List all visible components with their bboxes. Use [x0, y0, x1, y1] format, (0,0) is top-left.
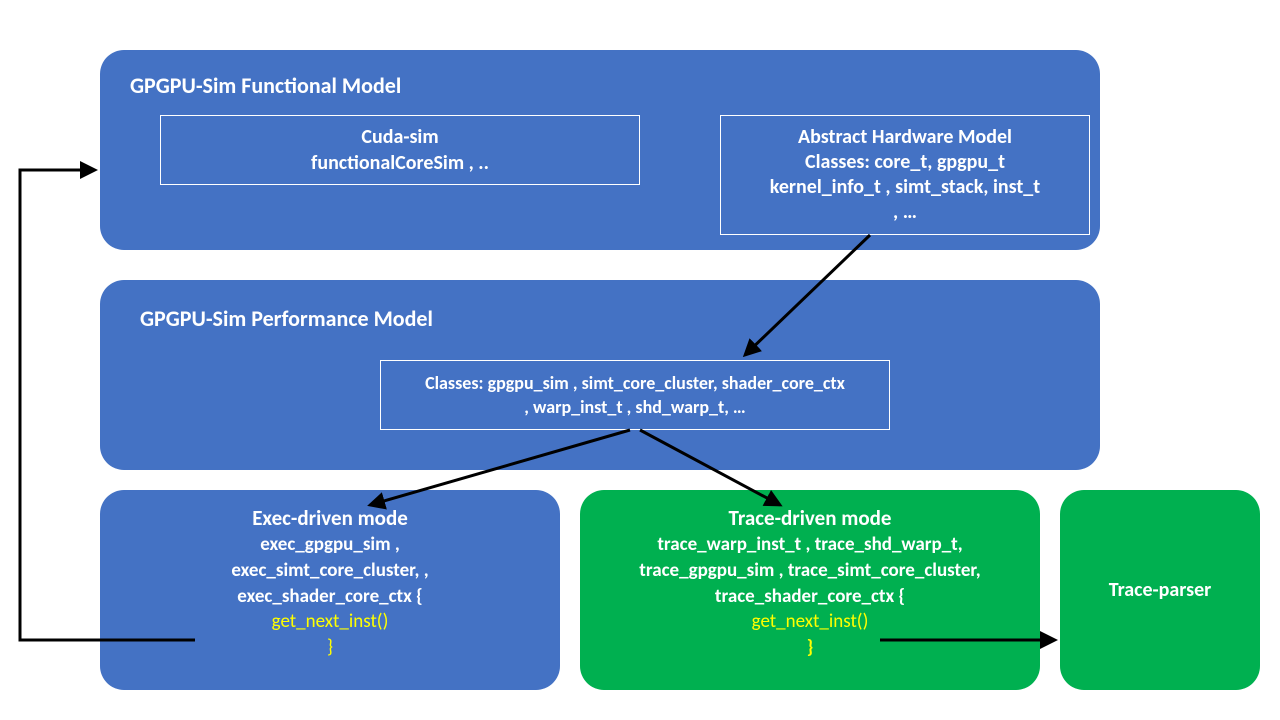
perf-classes-line-1: Classes: gpgpu_sim , simt_core_cluster, … — [425, 371, 845, 395]
abstract-hw-line-2: kernel_info_t , simt_stack, inst_t — [770, 175, 1040, 200]
trace-mode-line-2: trace_gpgpu_sim , trace_simt_core_cluste… — [580, 558, 1040, 584]
trace-parser-label: Trace-parser — [1060, 490, 1260, 690]
perf-classes-box: Classes: gpgpu_sim , simt_core_cluster, … — [380, 360, 890, 430]
exec-mode-closing: } — [100, 635, 560, 661]
abstract-hw-line-1: Classes: core_t, gpgpu_t — [805, 150, 1005, 175]
exec-mode-line-1: exec_gpgpu_sim , — [100, 532, 560, 558]
trace-mode-title: Trace-driven mode — [580, 504, 1040, 532]
exec-mode-line-2: exec_simt_core_cluster, , — [100, 558, 560, 584]
trace-mode-line-3: trace_shader_core_ctx { — [580, 584, 1040, 610]
functional-model-title: GPGPU-Sim Functional Model — [130, 72, 401, 99]
abstract-hw-line-3: , … — [893, 200, 917, 225]
trace-mode-closing: } — [580, 635, 1040, 661]
trace-mode-get-next: get_next_inst() — [580, 609, 1040, 635]
exec-mode-title: Exec-driven mode — [100, 504, 560, 532]
cuda-sim-line-2: functionalCoreSim , .. — [311, 150, 489, 176]
performance-model-title: GPGPU-Sim Performance Model — [140, 305, 433, 332]
trace-mode-box: Trace-driven mode trace_warp_inst_t , tr… — [580, 490, 1040, 690]
exec-mode-box: Exec-driven mode exec_gpgpu_sim , exec_s… — [100, 490, 560, 690]
abstract-hw-box: Abstract Hardware Model Classes: core_t,… — [720, 115, 1090, 235]
abstract-hw-title: Abstract Hardware Model — [798, 125, 1012, 150]
trace-mode-line-1: trace_warp_inst_t , trace_shd_warp_t, — [580, 532, 1040, 558]
perf-classes-line-2: , warp_inst_t , shd_warp_t, … — [524, 395, 745, 419]
trace-parser-box: Trace-parser — [1060, 490, 1260, 690]
cuda-sim-box: Cuda-sim functionalCoreSim , .. — [160, 115, 640, 185]
exec-mode-line-3: exec_shader_core_ctx { — [100, 584, 560, 610]
cuda-sim-line-1: Cuda-sim — [361, 124, 438, 150]
exec-mode-get-next: get_next_inst() — [100, 609, 560, 635]
